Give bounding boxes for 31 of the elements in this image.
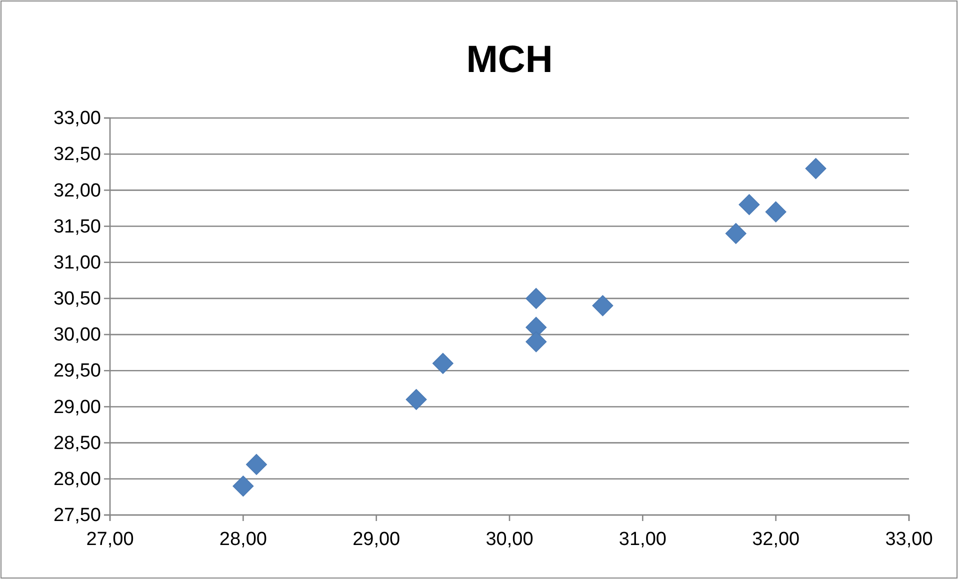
point bbox=[725, 222, 746, 244]
x-tick-label: 29,00 bbox=[352, 528, 400, 550]
point bbox=[738, 194, 760, 216]
x-tick-label: 33,00 bbox=[885, 528, 933, 550]
y-tick-label: 29,50 bbox=[53, 360, 101, 382]
point bbox=[526, 331, 547, 352]
x-tick-label: 31,00 bbox=[618, 528, 666, 550]
point bbox=[765, 201, 786, 222]
point bbox=[526, 288, 547, 309]
y-tick-label: 28,50 bbox=[53, 432, 101, 454]
point bbox=[406, 389, 427, 410]
y-tick-label: 31,50 bbox=[53, 216, 101, 238]
x-tick-label: 32,00 bbox=[752, 528, 800, 550]
x-tick-label: 27,00 bbox=[86, 528, 134, 550]
x-tick-label: 30,00 bbox=[486, 528, 534, 550]
y-tick-label: 33,00 bbox=[53, 108, 101, 130]
point bbox=[592, 295, 614, 316]
point bbox=[246, 454, 267, 475]
y-tick-label: 32,50 bbox=[53, 144, 101, 166]
y-tick-label: 30,00 bbox=[53, 324, 101, 346]
y-tick-label: 30,50 bbox=[53, 288, 101, 310]
y-tick-label: 31,00 bbox=[53, 252, 101, 274]
y-tick-label: 28,00 bbox=[53, 468, 101, 490]
y-tick-label: 32,00 bbox=[53, 180, 101, 202]
point bbox=[232, 476, 254, 497]
x-tick-label: 28,00 bbox=[219, 528, 267, 550]
y-tick-label: 29,00 bbox=[53, 396, 101, 418]
y-tick-label: 27,50 bbox=[53, 505, 101, 526]
chart-title: MCH bbox=[466, 39, 553, 81]
point bbox=[432, 352, 454, 374]
point bbox=[805, 158, 826, 180]
